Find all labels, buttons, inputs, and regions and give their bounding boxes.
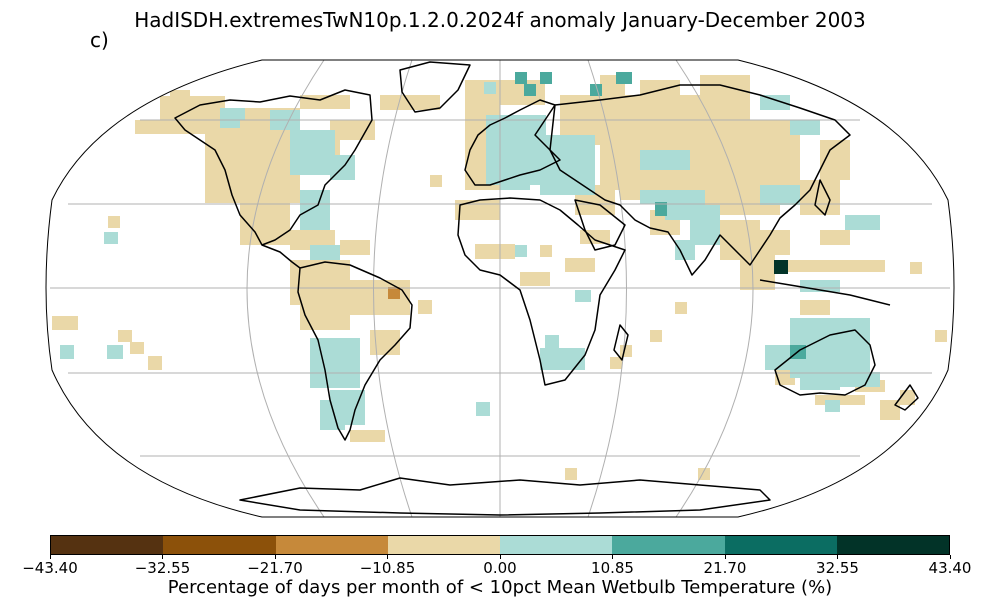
colorbar-tick-mark [837, 555, 838, 559]
europe-coast [464, 99, 561, 186]
colorbar-tick-label: −10.85 [359, 559, 416, 577]
asia-coast [549, 84, 851, 276]
colorbar-tick-mark [949, 555, 951, 559]
colorbar-segment [275, 536, 388, 554]
central-america-coast [261, 244, 301, 269]
brown-cells [388, 287, 400, 299]
colorbar-tick-mark [499, 555, 501, 559]
colorbar-segment [387, 536, 500, 554]
colorbar-tick-mark [274, 555, 276, 559]
colorbar-segment [51, 536, 164, 554]
africa-coast [457, 197, 626, 386]
graticule [50, 59, 950, 518]
colorbar-tick-mark [612, 555, 613, 559]
colorbar-segment [163, 536, 276, 554]
colorbar-segment [836, 536, 949, 554]
north-america-coast [174, 89, 373, 246]
dark-teal-cells [774, 260, 788, 274]
colorbar-tick-label: 32.55 [816, 559, 859, 577]
colorbar-segment [724, 536, 837, 554]
globe-outline [45, 59, 955, 518]
colorbar-tick-mark [49, 555, 51, 559]
colorbar-label: Percentage of days per month of < 10pct … [167, 577, 833, 598]
south-america-coast [297, 261, 413, 441]
colorbar-segment [500, 536, 613, 554]
colorbar-tick-mark [387, 555, 388, 559]
colorbar-tick-label: 21.70 [703, 559, 747, 577]
antarctica-coast [239, 477, 771, 516]
colorbar [50, 535, 950, 555]
colorbar-tick-label: −43.40 [22, 559, 78, 577]
colorbar-tick-label: −21.70 [247, 559, 303, 577]
colorbar-tick-label: 10.85 [591, 559, 634, 577]
colorbar-tick-label: 43.40 [928, 559, 972, 577]
indonesia-coast [759, 279, 891, 306]
world-map [45, 59, 955, 518]
colorbar-tick-mark [724, 555, 726, 559]
japan-coast [814, 179, 831, 216]
madagascar-coast [613, 324, 629, 361]
colorbar-tick-mark [162, 555, 163, 559]
greenland-coast [399, 61, 471, 113]
arabia-coast [574, 199, 626, 251]
panel-label: c) [90, 28, 109, 52]
new-zealand-coast [894, 384, 919, 411]
colorbar-tick-label: −32.55 [134, 559, 191, 577]
figure-title: HadISDH.extremesTwN10p.1.2.0.2024f anoma… [134, 8, 866, 32]
coastlines [174, 61, 919, 516]
colorbar-tick-label: 0.00 [483, 559, 517, 577]
colorbar-segment [612, 536, 725, 554]
australia-coast [774, 329, 876, 396]
